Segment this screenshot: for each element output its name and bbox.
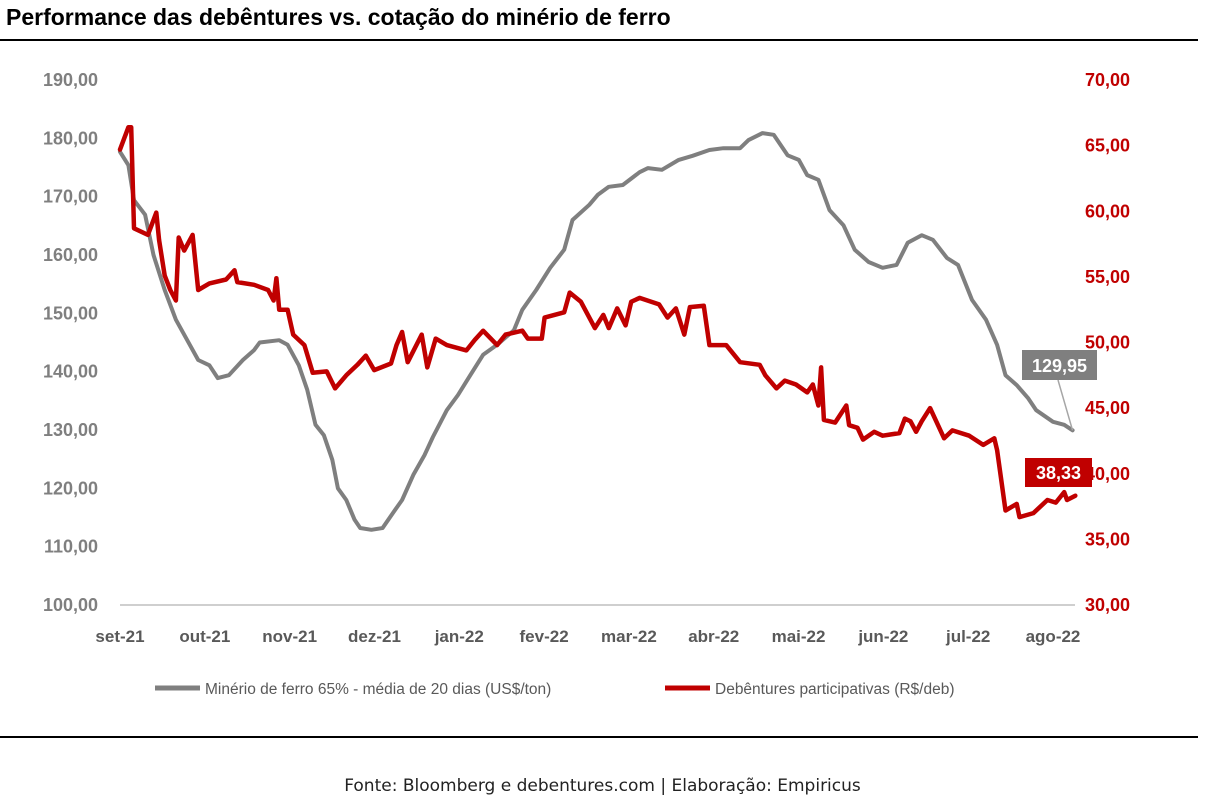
legend-label: Debêntures participativas (R$/deb) xyxy=(715,681,955,698)
right-y-tick-label: 65,00 xyxy=(1085,136,1130,156)
left-y-tick-label: 160,00 xyxy=(43,245,98,265)
right-y-tick-label: 30,00 xyxy=(1085,595,1130,615)
bottom-divider xyxy=(0,736,1198,738)
chart-title: Performance das debêntures vs. cotação d… xyxy=(6,4,671,30)
end-label-leader xyxy=(1057,379,1074,431)
right-y-tick-label: 60,00 xyxy=(1085,201,1130,221)
x-tick-label: out-21 xyxy=(179,627,230,646)
debentures-line xyxy=(117,124,1078,520)
x-tick-label: mai-22 xyxy=(772,627,826,646)
end-label-box xyxy=(1025,458,1092,487)
x-tick-label: dez-21 xyxy=(348,627,401,646)
right-y-tick-label: 55,00 xyxy=(1085,267,1130,287)
left-y-tick-label: 130,00 xyxy=(43,420,98,440)
end-label: 129,95 xyxy=(1032,356,1087,376)
x-tick-label: jun-22 xyxy=(857,627,908,646)
x-tick-label: mar-22 xyxy=(601,627,657,646)
left-y-tick-label: 190,00 xyxy=(43,70,98,90)
left-y-tick-label: 180,00 xyxy=(43,128,98,148)
left-y-tick-label: 170,00 xyxy=(43,187,98,207)
right-y-tick-label: 35,00 xyxy=(1085,529,1130,549)
right-y-tick-label: 40,00 xyxy=(1085,464,1130,484)
right-y-tick-label: 50,00 xyxy=(1085,333,1130,353)
end-label-box xyxy=(1022,350,1097,380)
source-footer: Fonte: Bloomberg e debentures.com | Elab… xyxy=(344,776,861,796)
left-y-tick-label: 140,00 xyxy=(43,362,98,382)
x-tick-label: jul-22 xyxy=(945,627,990,646)
left-y-tick-label: 150,00 xyxy=(43,303,98,323)
right-y-tick-label: 45,00 xyxy=(1085,398,1130,418)
x-tick-label: nov-21 xyxy=(262,627,317,646)
x-tick-label: fev-22 xyxy=(520,627,569,646)
left-y-tick-label: 120,00 xyxy=(43,478,98,498)
x-tick-label: abr-22 xyxy=(688,627,739,646)
top-divider xyxy=(0,39,1198,41)
legend-label: Minério de ferro 65% - média de 20 dias … xyxy=(205,681,551,698)
x-tick-label: jan-22 xyxy=(434,627,484,646)
left-y-tick-label: 100,00 xyxy=(43,595,98,615)
end-label: 38,33 xyxy=(1036,463,1081,483)
x-tick-label: set-21 xyxy=(95,627,144,646)
iron-ore-line xyxy=(118,131,1075,532)
left-y-tick-label: 110,00 xyxy=(44,537,98,557)
x-tick-label: ago-22 xyxy=(1026,627,1081,646)
right-y-tick-label: 70,00 xyxy=(1085,70,1130,90)
